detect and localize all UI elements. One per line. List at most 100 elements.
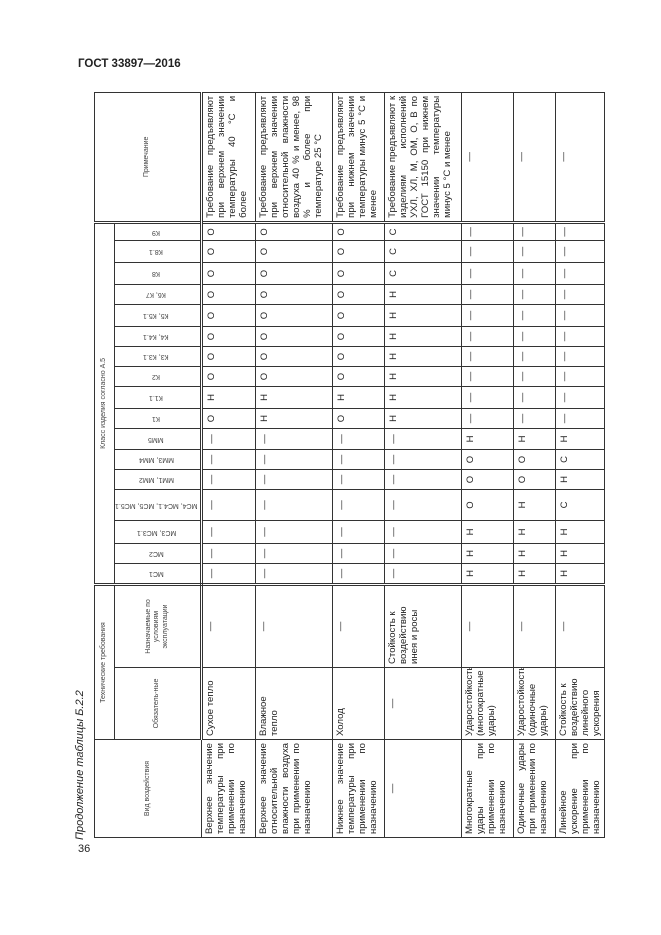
class-value-cell: Н — [461, 563, 514, 585]
class-value-cell: — — [332, 469, 385, 490]
class-value-cell: Н — [461, 520, 514, 544]
class-value-cell: Н — [555, 543, 605, 564]
class-value-cell: — — [332, 543, 385, 564]
header-class-label: К5, К5.1 — [143, 312, 170, 320]
class-value-cell: Н — [513, 428, 556, 450]
class-value-cell: — — [384, 543, 462, 564]
class-value-cell: — — [332, 428, 385, 450]
header-class: ММ5 — [114, 428, 202, 450]
class-value-cell: С — [384, 262, 462, 285]
note-cell: — — [555, 92, 605, 223]
class-value-cell: — — [513, 240, 556, 263]
class-value-cell: — — [555, 222, 605, 241]
class-value-cell: Н — [384, 346, 462, 367]
header-class: ММ3, ММ4 — [114, 449, 202, 470]
class-value-cell: Н — [461, 428, 514, 450]
mandatory-cell: Холод — [332, 667, 385, 740]
table-row: — — Стойкость к воздействию инея и росы — — —… — [384, 92, 462, 838]
class-value-cell: О — [255, 304, 333, 327]
impact-cell: Верхнее значение температуры при примене… — [201, 739, 256, 838]
class-value-cell: О — [201, 366, 256, 387]
class-value-cell: — — [384, 428, 462, 450]
class-value-cell: С — [555, 449, 605, 470]
class-value-cell: О — [255, 326, 333, 347]
class-value-cell: О — [255, 240, 333, 263]
class-value-cell: Н — [555, 563, 605, 585]
class-value-cell: — — [384, 489, 462, 521]
class-value-cell: — — [555, 262, 605, 285]
page-number: 36 — [78, 843, 91, 855]
class-value-cell: — — [461, 386, 514, 409]
class-value-cell: Н — [384, 284, 462, 305]
header-class-label: К8.1 — [149, 248, 164, 256]
class-value-cell: О — [332, 262, 385, 285]
class-value-cell: О — [201, 262, 256, 285]
mandatory-cell: Влажное тепло — [255, 667, 333, 740]
class-value-cell: Н — [513, 520, 556, 544]
class-value-cell: — — [201, 489, 256, 521]
impact-cell: — — [384, 739, 462, 838]
header-class: К1.1 — [114, 386, 202, 409]
header-class: К4, К4.1 — [114, 326, 202, 347]
class-value-cell: О — [255, 284, 333, 305]
impact-cell: Одиночные удары при применении по назнач… — [513, 739, 556, 838]
class-value-cell: — — [513, 408, 556, 429]
class-value-cell: О — [461, 469, 514, 490]
class-value-cell: Н — [201, 386, 256, 409]
class-value-cell: — — [461, 304, 514, 327]
class-value-cell: — — [201, 428, 256, 450]
header-class: К1 — [114, 408, 202, 429]
assigned-cell: — — [332, 584, 385, 668]
requirements-table: Вид воздействия Технические требования К… — [94, 92, 605, 838]
header-class-label: МС2 — [148, 550, 164, 558]
assigned-cell: — — [461, 584, 514, 668]
header-class-label: К8 — [152, 270, 161, 278]
class-value-cell: С — [384, 222, 462, 241]
mandatory-cell: — — [384, 667, 462, 740]
mandatory-cell: Стойкость к воздействию линейного ускоре… — [555, 667, 605, 740]
class-value-cell: С — [384, 240, 462, 263]
class-value-cell: Н — [332, 386, 385, 409]
class-value-cell: О — [201, 284, 256, 305]
header-class: К3, К3.1 — [114, 346, 202, 367]
assigned-cell: — — [555, 584, 605, 668]
class-value-cell: С — [555, 489, 605, 521]
header-class: МС4, МС4.1, МС5, МС5.1 — [114, 489, 202, 521]
class-value-cell: Н — [255, 408, 333, 429]
header-class-group: Класс изделия согласно А.5 — [94, 222, 115, 585]
class-value-cell: — — [555, 284, 605, 305]
header-class: МС1 — [114, 563, 202, 585]
header-class-label: МС4, МС4.1, МС5, МС5.1 — [115, 501, 198, 509]
header-class-label: К6, К7 — [146, 291, 167, 299]
class-value-cell: О — [332, 284, 385, 305]
class-value-cell: Н — [513, 543, 556, 564]
header-class-label: МС1 — [148, 570, 164, 578]
note-cell: Требование предъявляют к изделиям исполн… — [384, 92, 462, 223]
class-value-cell: О — [332, 240, 385, 263]
class-value-cell: — — [461, 326, 514, 347]
class-value-cell: — — [461, 240, 514, 263]
class-value-cell: О — [513, 449, 556, 470]
impact-cell: Нижнее значение температуры при применен… — [332, 739, 385, 838]
class-value-cell: Н — [255, 386, 333, 409]
header-class-label: К3, К3.1 — [143, 353, 170, 361]
class-value-cell: О — [201, 408, 256, 429]
class-value-cell: — — [384, 520, 462, 544]
class-value-cell: — — [332, 563, 385, 585]
class-value-cell: — — [384, 563, 462, 585]
note-cell: Требование предъявляют при нижнем значен… — [332, 92, 385, 223]
class-value-cell: Н — [384, 408, 462, 429]
class-value-cell: О — [201, 346, 256, 367]
table-row: Нижнее значение температуры при применен… — [332, 92, 385, 838]
class-value-cell: — — [555, 304, 605, 327]
table-caption: Продолжение таблицы Б.2.2 — [74, 690, 86, 840]
class-value-cell: — — [555, 408, 605, 429]
class-value-cell: — — [513, 346, 556, 367]
class-value-cell: — — [255, 428, 333, 450]
class-value-cell: — — [513, 222, 556, 241]
header-mandatory: Обязатель-ные — [114, 667, 202, 740]
header-class-label: ММ5 — [148, 435, 165, 443]
class-value-cell: — — [461, 284, 514, 305]
class-value-cell: — — [332, 489, 385, 521]
class-value-cell: Н — [555, 520, 605, 544]
